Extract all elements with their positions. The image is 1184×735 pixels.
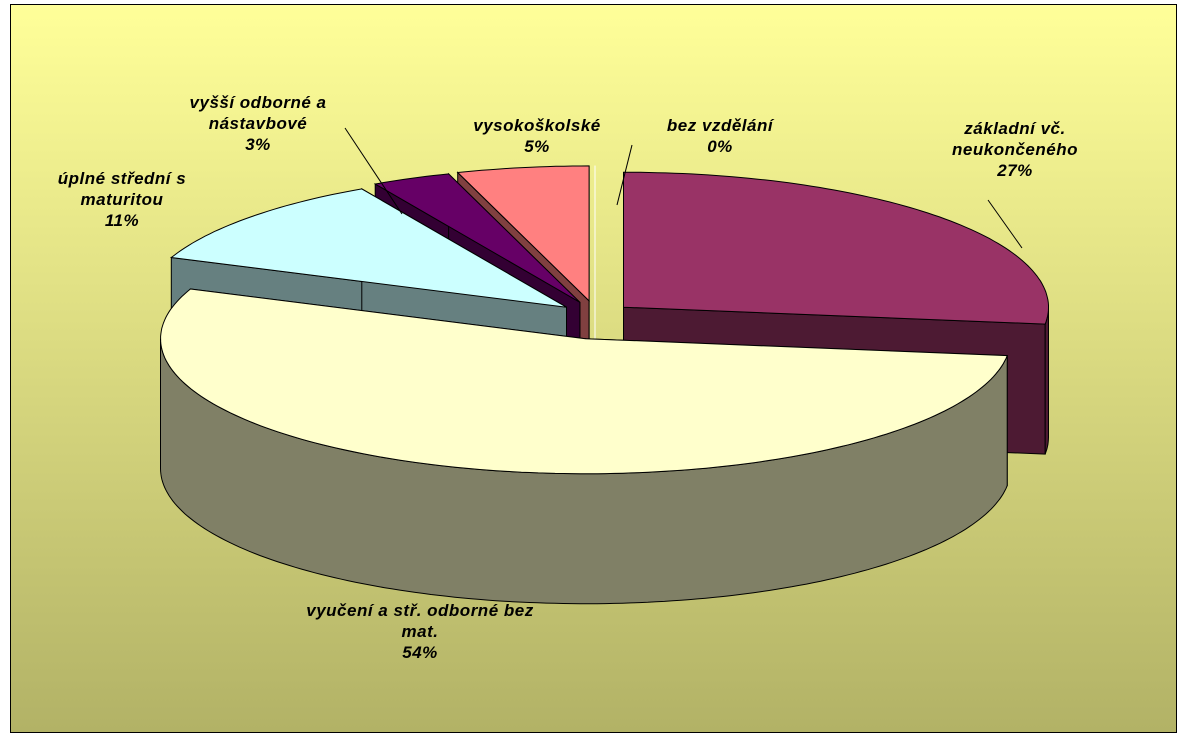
value-label: 27% [997,161,1033,180]
leader-line [987,199,1023,249]
slice [170,188,567,308]
data-label: vyučení a stř. odborné bez mat. 54% [295,600,545,663]
slice [456,165,590,303]
value-label: 54% [402,643,438,662]
data-label: vyšší odborné a nástavbové 3% [158,92,358,155]
data-label: úplné střední s maturitou 11% [37,168,207,231]
data-label: bez vzdělání 0% [640,115,800,157]
slice [373,173,581,303]
category-label: vyučení a stř. odborné bez mat. [306,601,534,641]
value-label: 3% [245,135,271,154]
category-label: vyšší odborné a nástavbové [189,93,327,133]
category-label: vysokoškolské [473,116,601,135]
leader-line [344,127,403,215]
value-label: 5% [524,137,550,156]
data-label: vysokoškolské 5% [457,115,617,157]
slice [160,288,1008,475]
value-label: 0% [707,137,733,156]
slice [623,171,1049,325]
category-label: bez vzdělání [666,116,774,135]
leader-line [616,144,633,206]
data-label: základní vč. neukončeného 27% [930,118,1100,181]
slice-wall [1044,307,1049,455]
category-label: základní vč. neukončeného [952,119,1078,159]
category-label: úplné střední s maturitou [57,169,187,209]
value-label: 11% [104,211,140,230]
